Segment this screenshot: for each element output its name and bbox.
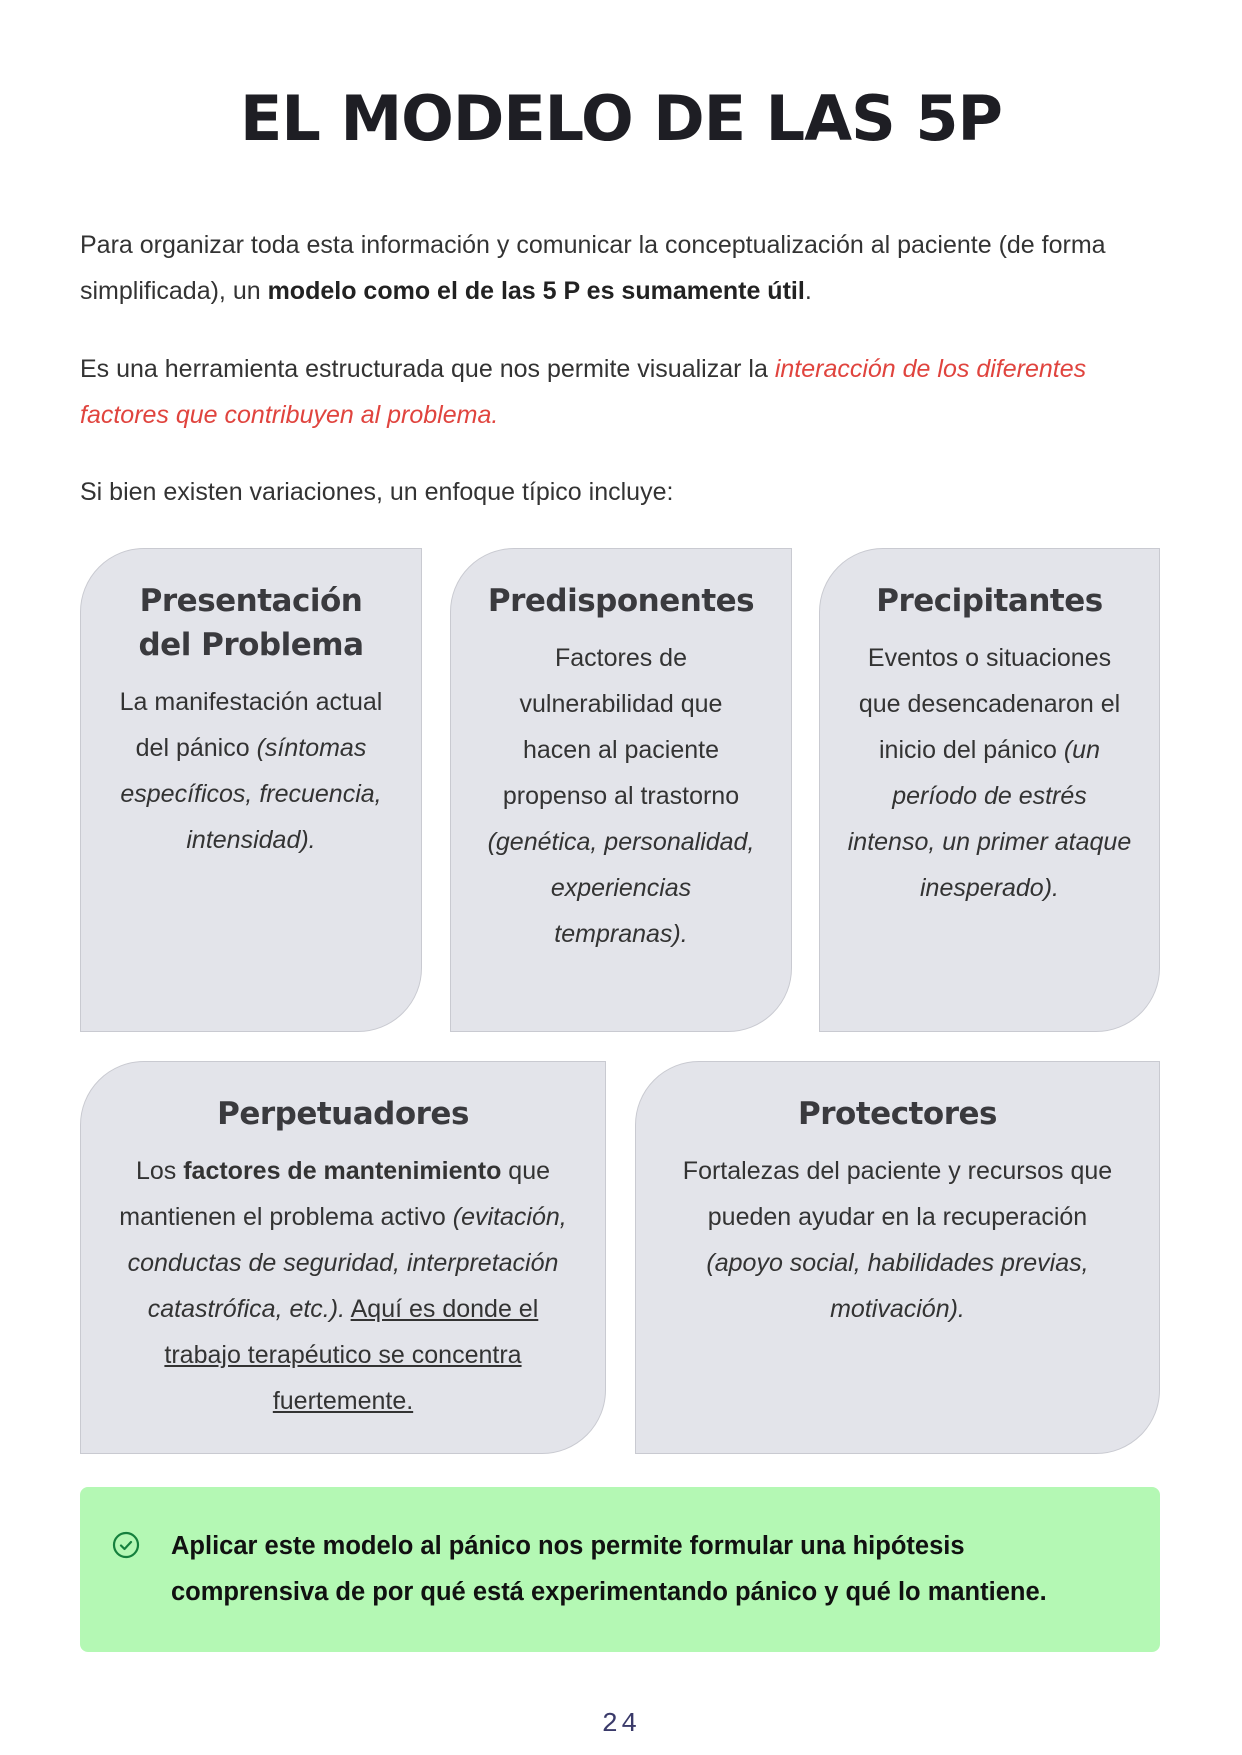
card-examples: (evitación, conductas de seguridad, inte… <box>127 1203 567 1323</box>
card-body: Los <box>135 1157 184 1185</box>
intro-paragraph-2: Es una herramienta estructurada que nos … <box>80 346 1160 438</box>
card-underlined-text: Aquí es donde el trabajo terapéutico se … <box>164 1295 539 1415</box>
card-body: La manifestación actual del pánico <box>119 688 383 762</box>
card-body: Eventos o situaciones que desencadenaron… <box>858 644 1121 764</box>
card-precipitantes: Precipitantes Eventos o situaciones que … <box>819 548 1160 1032</box>
card-bold-text: factores de mantenimiento <box>183 1157 502 1185</box>
card-body: que mantienen el problema activo <box>119 1157 551 1231</box>
card-title: Presentación del Problema <box>138 583 364 663</box>
card-examples: (apoyo social, habilidades previas, moti… <box>706 1249 1089 1323</box>
intro-bold-text: modelo como el de las 5 P es sumamente ú… <box>267 277 805 305</box>
intro-paragraph-3: Si bien existen variaciones, un enfoque … <box>80 478 674 506</box>
card-text: Factores de vulnerabilidad que hacen al … <box>477 635 765 957</box>
card-body: Fortalezas del paciente y recursos que p… <box>682 1157 1113 1231</box>
card-perpetuadores: Perpetuadores Los factores de mantenimie… <box>80 1061 606 1454</box>
card-text: Fortalezas del paciente y recursos que p… <box>676 1148 1119 1332</box>
highlighted-text: interacción de los diferentes factores q… <box>80 355 1087 429</box>
callout-box: Aplicar este modelo al pánico nos permit… <box>80 1487 1160 1652</box>
card-title: Protectores <box>798 1096 997 1132</box>
card-text: Eventos o situaciones que desencadenaron… <box>846 635 1133 911</box>
intro-text: Para organizar toda esta información y c… <box>80 231 1106 305</box>
callout-text: Aplicar este modelo al pánico nos permit… <box>171 1532 1047 1606</box>
card-title: Predisponentes <box>487 583 755 619</box>
card-protectores: Protectores Fortalezas del paciente y re… <box>635 1061 1160 1454</box>
card-predisponentes: Predisponentes Factores de vulnerabilida… <box>450 548 792 1032</box>
intro-text: Es una herramienta estructurada que nos … <box>80 355 775 383</box>
check-circle-icon <box>112 1531 140 1559</box>
card-examples: (síntomas específicos, frecuencia, inten… <box>120 734 382 854</box>
intro-paragraph-1: Para organizar toda esta información y c… <box>80 222 1160 314</box>
card-examples: (genética, personalidad, experiencias te… <box>487 828 755 948</box>
card-body: Factores de vulnerabilidad que hacen al … <box>502 644 740 810</box>
card-examples: (un período de estrés intenso, un primer… <box>847 736 1132 902</box>
card-title: Perpetuadores <box>217 1096 469 1132</box>
intro-text-end: . <box>804 277 812 305</box>
card-text: Los factores de mantenimiento que mantie… <box>109 1148 577 1424</box>
page-number: 24 <box>601 1710 641 1740</box>
card-presentacion: Presentación del Problema La manifestaci… <box>80 548 422 1032</box>
card-text: La manifestación actual del pánico (sínt… <box>107 679 395 863</box>
page-title: EL MODELO DE LAS 5P <box>240 82 1003 155</box>
card-title: Precipitantes <box>876 583 1103 619</box>
